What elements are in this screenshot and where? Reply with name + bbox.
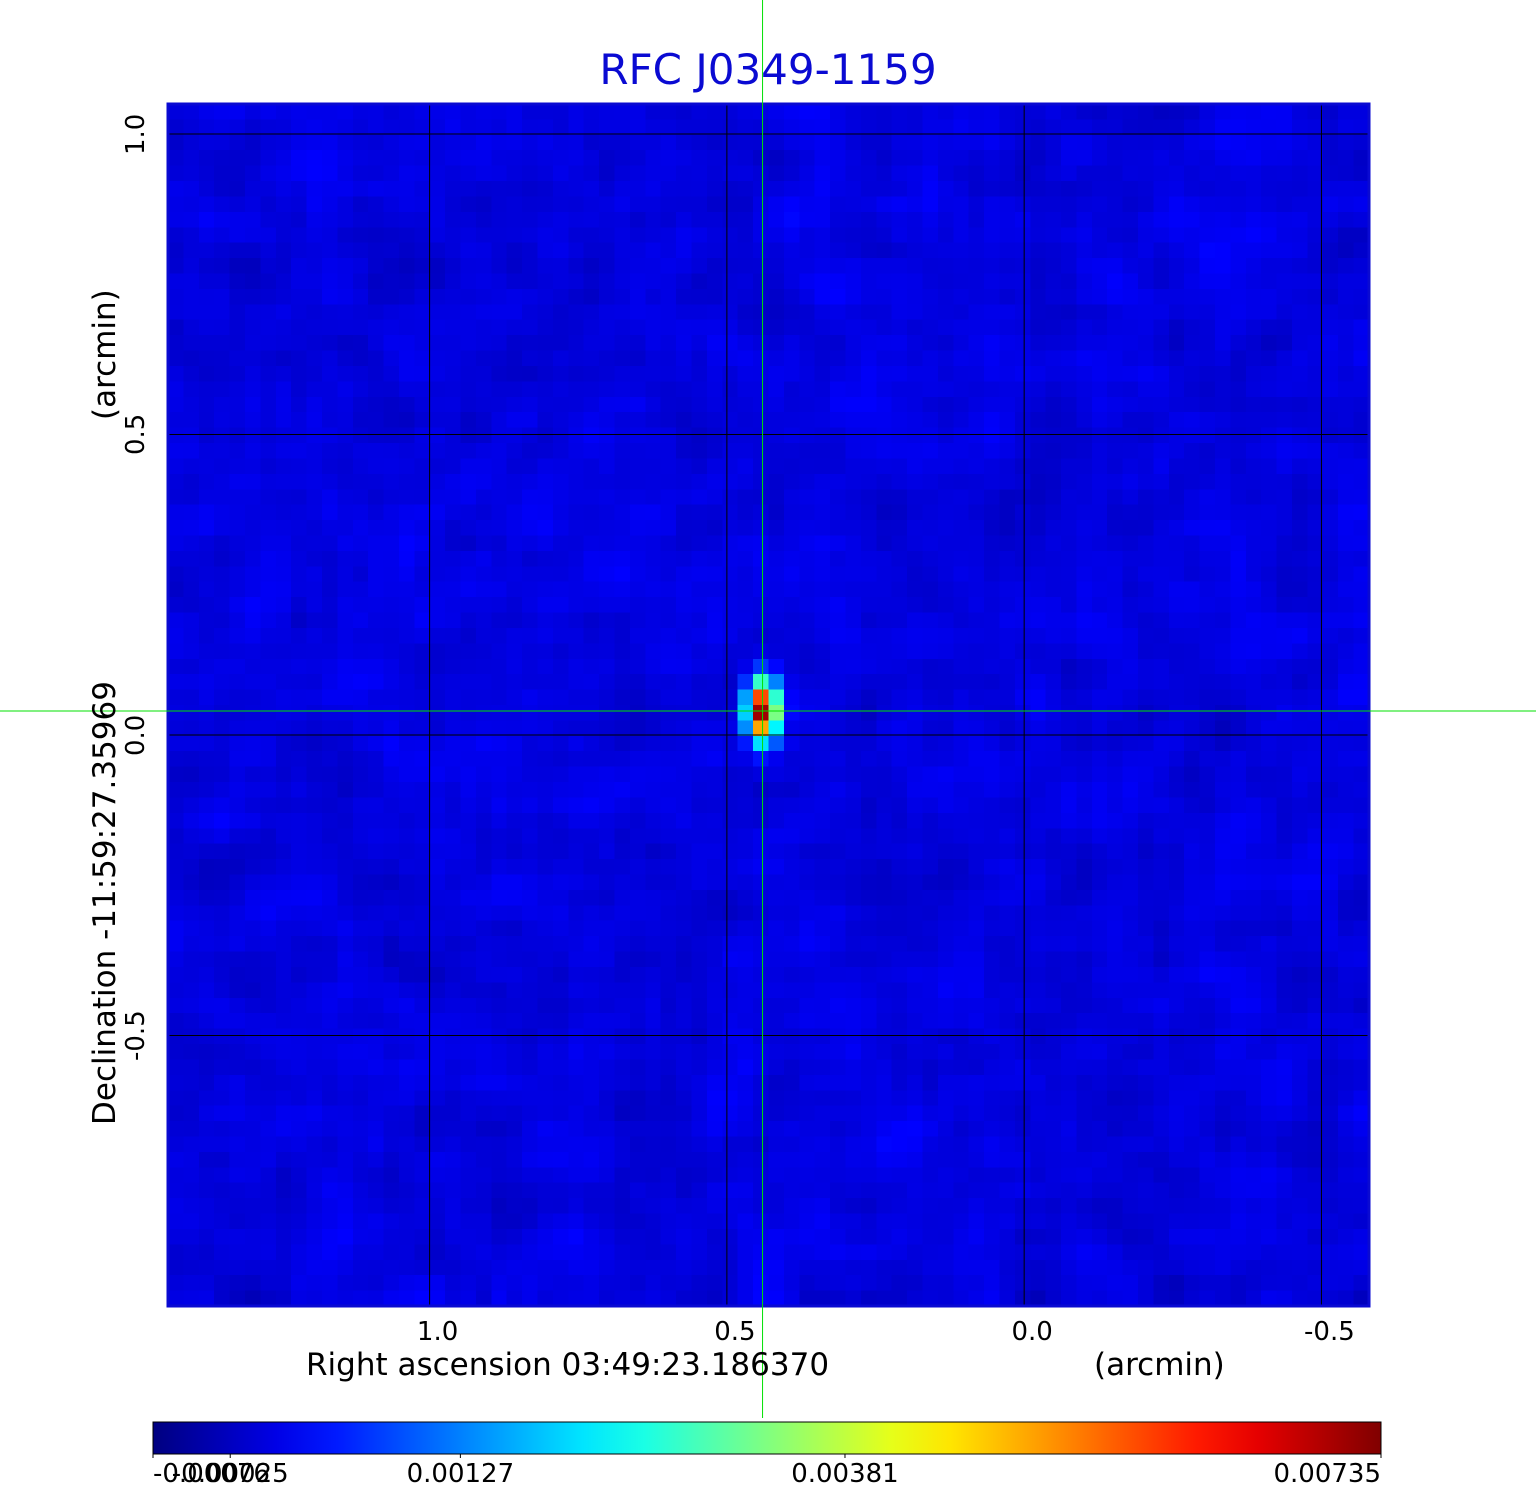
- x-axis-unit: (arcmin): [1094, 1347, 1225, 1383]
- y-axis-unit: (arcmin): [87, 289, 123, 420]
- y-axis-label: Declination -11:59:27.35969: [87, 681, 123, 1125]
- colorbar-tick-label: 0.00381: [791, 1459, 899, 1489]
- colorbar-tick-label: 0.00127: [406, 1459, 515, 1489]
- plot-frame: [166, 102, 1371, 1308]
- x-tick-label: 1.0: [416, 1317, 459, 1347]
- colorbar-tick-label: 0.00735: [1273, 1459, 1381, 1489]
- x-tick-label: -0.5: [1304, 1317, 1355, 1347]
- x-tick-label: 0.5: [714, 1317, 756, 1347]
- x-axis-label: Right ascension 03:49:23.186370: [306, 1347, 830, 1383]
- colorbar-tick-label: -0.00025: [171, 1459, 289, 1489]
- y-tick-label: 1.0: [121, 113, 151, 155]
- y-tick-label: -0.5: [121, 1010, 151, 1061]
- heatmap-image: [168, 104, 1369, 1306]
- colorbar: [152, 1421, 1382, 1455]
- x-tick-label: 0.0: [1011, 1317, 1053, 1347]
- chart-title: RFC J0349-1159: [599, 45, 937, 94]
- y-tick-label: 0.5: [121, 413, 151, 456]
- y-tick-label: 0.0: [121, 714, 151, 756]
- colorbar-tick-label: -0.00076: [153, 1459, 270, 1489]
